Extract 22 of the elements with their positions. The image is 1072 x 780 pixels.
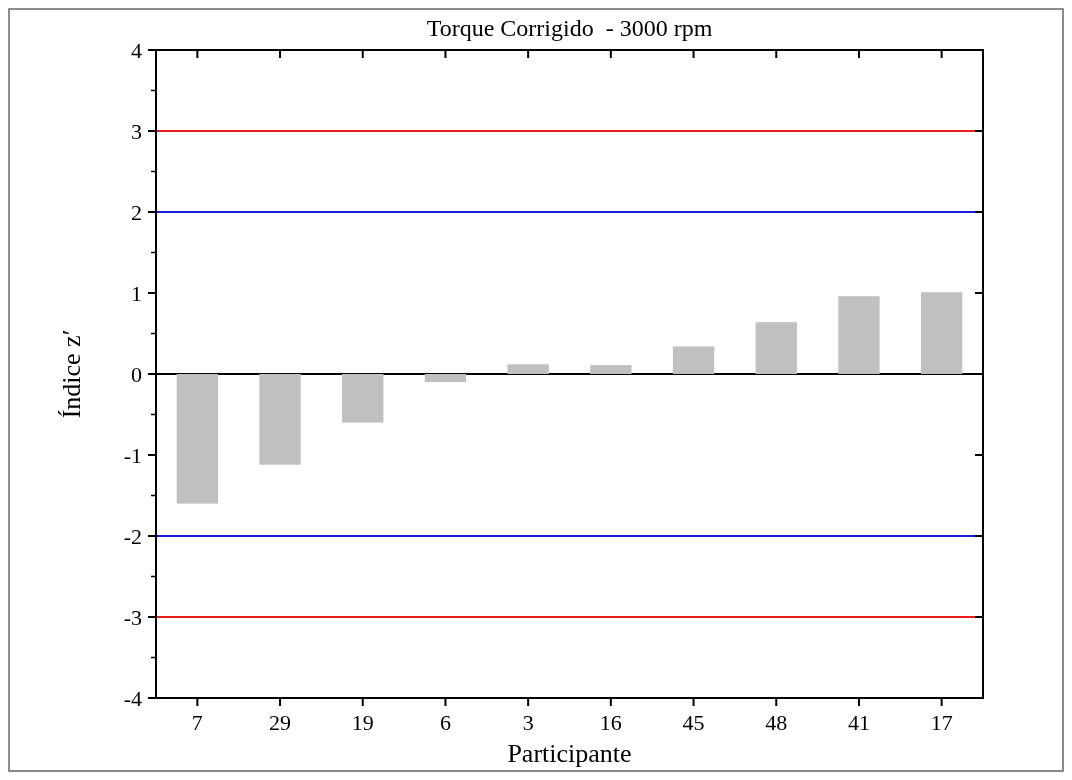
y-tick-label: 3 (131, 118, 142, 144)
y-tick-label: 1 (131, 280, 142, 306)
y-tick-label: -4 (123, 685, 142, 711)
x-tick-label: 3 (522, 710, 534, 735)
y-tick-label: 4 (131, 37, 142, 63)
y-tick-label: -2 (123, 523, 142, 549)
x-tick-label: 29 (269, 710, 292, 735)
chart-title: Torque Corrigido - 3000 rpm (426, 15, 713, 41)
x-tick-label: 17 (930, 710, 953, 735)
x-tick-label: 45 (682, 710, 705, 735)
x-tick-label: 48 (765, 710, 788, 735)
y-tick-label: 2 (131, 199, 142, 225)
x-tick-label: 7 (191, 710, 203, 735)
x-tick-label: 41 (847, 710, 870, 735)
y-tick-label: -3 (123, 604, 142, 630)
x-tick-label: 6 (439, 710, 451, 735)
x-tick-label: 19 (351, 710, 374, 735)
x-tick-label: 16 (599, 710, 622, 735)
y-axis-title: Índice z′ (57, 329, 86, 419)
x-axis-title: Participante (507, 739, 632, 768)
y-tick-label: 0 (131, 361, 142, 387)
y-tick-label: -1 (123, 442, 142, 468)
